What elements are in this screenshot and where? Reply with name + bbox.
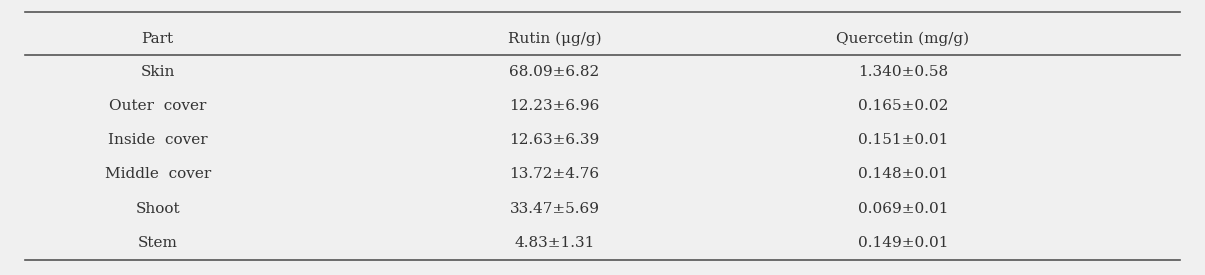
Text: 12.23±6.96: 12.23±6.96 [510, 99, 600, 113]
Text: 1.340±0.58: 1.340±0.58 [858, 65, 948, 79]
Text: 0.148±0.01: 0.148±0.01 [858, 167, 948, 182]
Text: 0.069±0.01: 0.069±0.01 [858, 202, 948, 216]
Text: 13.72±4.76: 13.72±4.76 [510, 167, 599, 182]
Text: Stem: Stem [137, 236, 177, 250]
Text: 0.151±0.01: 0.151±0.01 [858, 133, 948, 147]
Text: Middle  cover: Middle cover [105, 167, 211, 182]
Text: Shoot: Shoot [135, 202, 180, 216]
Text: Quercetin (mg/g): Quercetin (mg/g) [836, 32, 970, 46]
Text: Inside  cover: Inside cover [108, 133, 207, 147]
Text: Rutin (μg/g): Rutin (μg/g) [507, 32, 601, 46]
Text: 12.63±6.39: 12.63±6.39 [510, 133, 600, 147]
Text: 68.09±6.82: 68.09±6.82 [510, 65, 600, 79]
Text: 0.149±0.01: 0.149±0.01 [858, 236, 948, 250]
Text: Skin: Skin [141, 65, 175, 79]
Text: Outer  cover: Outer cover [108, 99, 206, 113]
Text: 0.165±0.02: 0.165±0.02 [858, 99, 948, 113]
Text: Part: Part [142, 32, 174, 46]
Text: 33.47±5.69: 33.47±5.69 [510, 202, 599, 216]
Text: 4.83±1.31: 4.83±1.31 [515, 236, 594, 250]
